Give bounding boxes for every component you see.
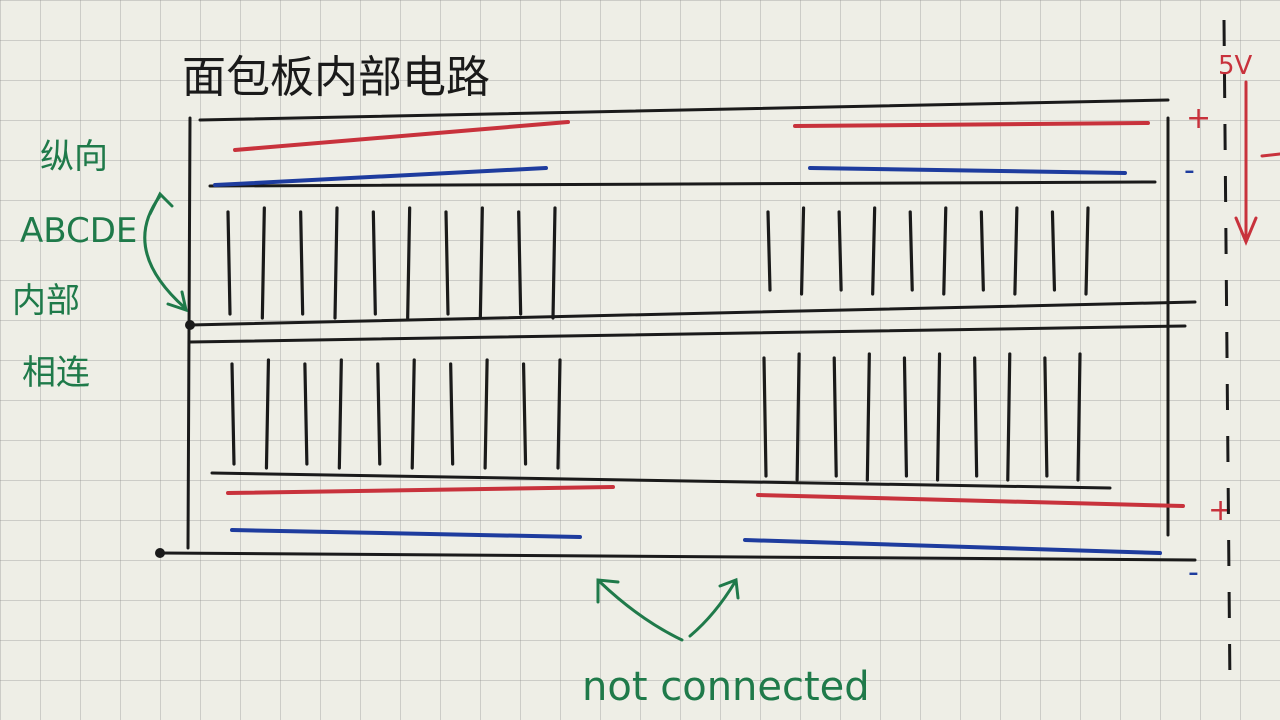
note-connected: 相连 — [22, 353, 90, 393]
terminal-strips — [228, 208, 1088, 480]
note-arrow — [145, 194, 186, 310]
note-internal: 内部 — [12, 281, 80, 321]
bottom-right-strip-6 — [938, 354, 940, 480]
top-right-strip-2 — [802, 208, 804, 294]
top-left-blue-rail — [215, 168, 546, 185]
bottom-right-red-rail — [758, 495, 1183, 506]
bottom-left-blue-rail — [232, 530, 580, 537]
bottom-right-strip-7 — [975, 358, 977, 476]
top-right-strip-10 — [1086, 208, 1088, 294]
voltage-label: 5V — [1218, 51, 1253, 81]
junction-dot — [185, 320, 195, 330]
top-right-strip-8 — [1015, 208, 1017, 294]
diagram-title: 面包板内部电路 — [182, 52, 490, 103]
top-right-strip-9 — [1052, 212, 1054, 290]
bottom-right-strip-4 — [867, 354, 869, 480]
bottom-left-strip-6 — [412, 360, 414, 468]
bottom-right-strip-3 — [834, 358, 836, 476]
bottom-left-red-rail — [228, 487, 613, 493]
top-left-strip-6 — [408, 208, 410, 318]
top-right-strip-6 — [944, 208, 946, 294]
top-left-strip-1 — [228, 212, 230, 314]
top-left-strip-8 — [480, 208, 482, 318]
bottom-left-strip-10 — [558, 360, 560, 468]
bottom-left-strip-2 — [266, 360, 268, 468]
corner-dot — [155, 548, 165, 558]
top-right-strip-5 — [910, 212, 912, 290]
top-left-strip-2 — [262, 208, 264, 318]
bottom-right-strip-5 — [904, 358, 906, 476]
bottom-left-strip-4 — [339, 360, 341, 468]
top-left-strip-5 — [373, 212, 375, 314]
note-vertical: 纵向 — [40, 137, 108, 177]
top-plus-label: + — [1186, 101, 1211, 136]
bottom-right-blue-rail — [745, 540, 1160, 553]
bottom-right-strip-8 — [1008, 354, 1010, 480]
top-right-red-rail — [795, 123, 1148, 126]
voltage-arrow — [1236, 82, 1280, 242]
top-left-red-rail — [235, 122, 568, 150]
top-left-strip-7 — [446, 212, 448, 314]
bottom-right-strip-9 — [1045, 358, 1047, 476]
note-abcde: ABCDE — [20, 211, 137, 251]
top-right-strip-3 — [839, 212, 841, 290]
top-left-strip-3 — [301, 212, 303, 314]
not-connected-label: not connected — [582, 664, 870, 710]
bottom-left-strip-8 — [485, 360, 487, 468]
top-left-strip-9 — [519, 212, 521, 314]
bottom-left-strip-7 — [451, 364, 453, 464]
bottom-right-strip-2 — [797, 354, 799, 480]
bottom-left-strip-1 — [232, 364, 234, 464]
bottom-left-strip-9 — [524, 364, 526, 464]
bottom-left-strip-5 — [378, 364, 380, 464]
top-left-strip-10 — [553, 208, 555, 318]
top-minus-label: - — [1184, 153, 1195, 188]
bottom-right-strip-1 — [764, 358, 766, 476]
bottom-right-strip-10 — [1078, 354, 1080, 480]
dashed-edge-line — [1224, 20, 1230, 690]
top-right-blue-rail — [810, 168, 1125, 173]
top-right-strip-7 — [981, 212, 983, 290]
top-left-strip-4 — [335, 208, 337, 318]
top-right-strip-4 — [873, 208, 875, 294]
bottom-left-strip-3 — [305, 364, 307, 464]
gap-arrows — [598, 580, 738, 640]
top-right-strip-1 — [768, 212, 770, 290]
bottom-minus-label: - — [1188, 555, 1199, 590]
